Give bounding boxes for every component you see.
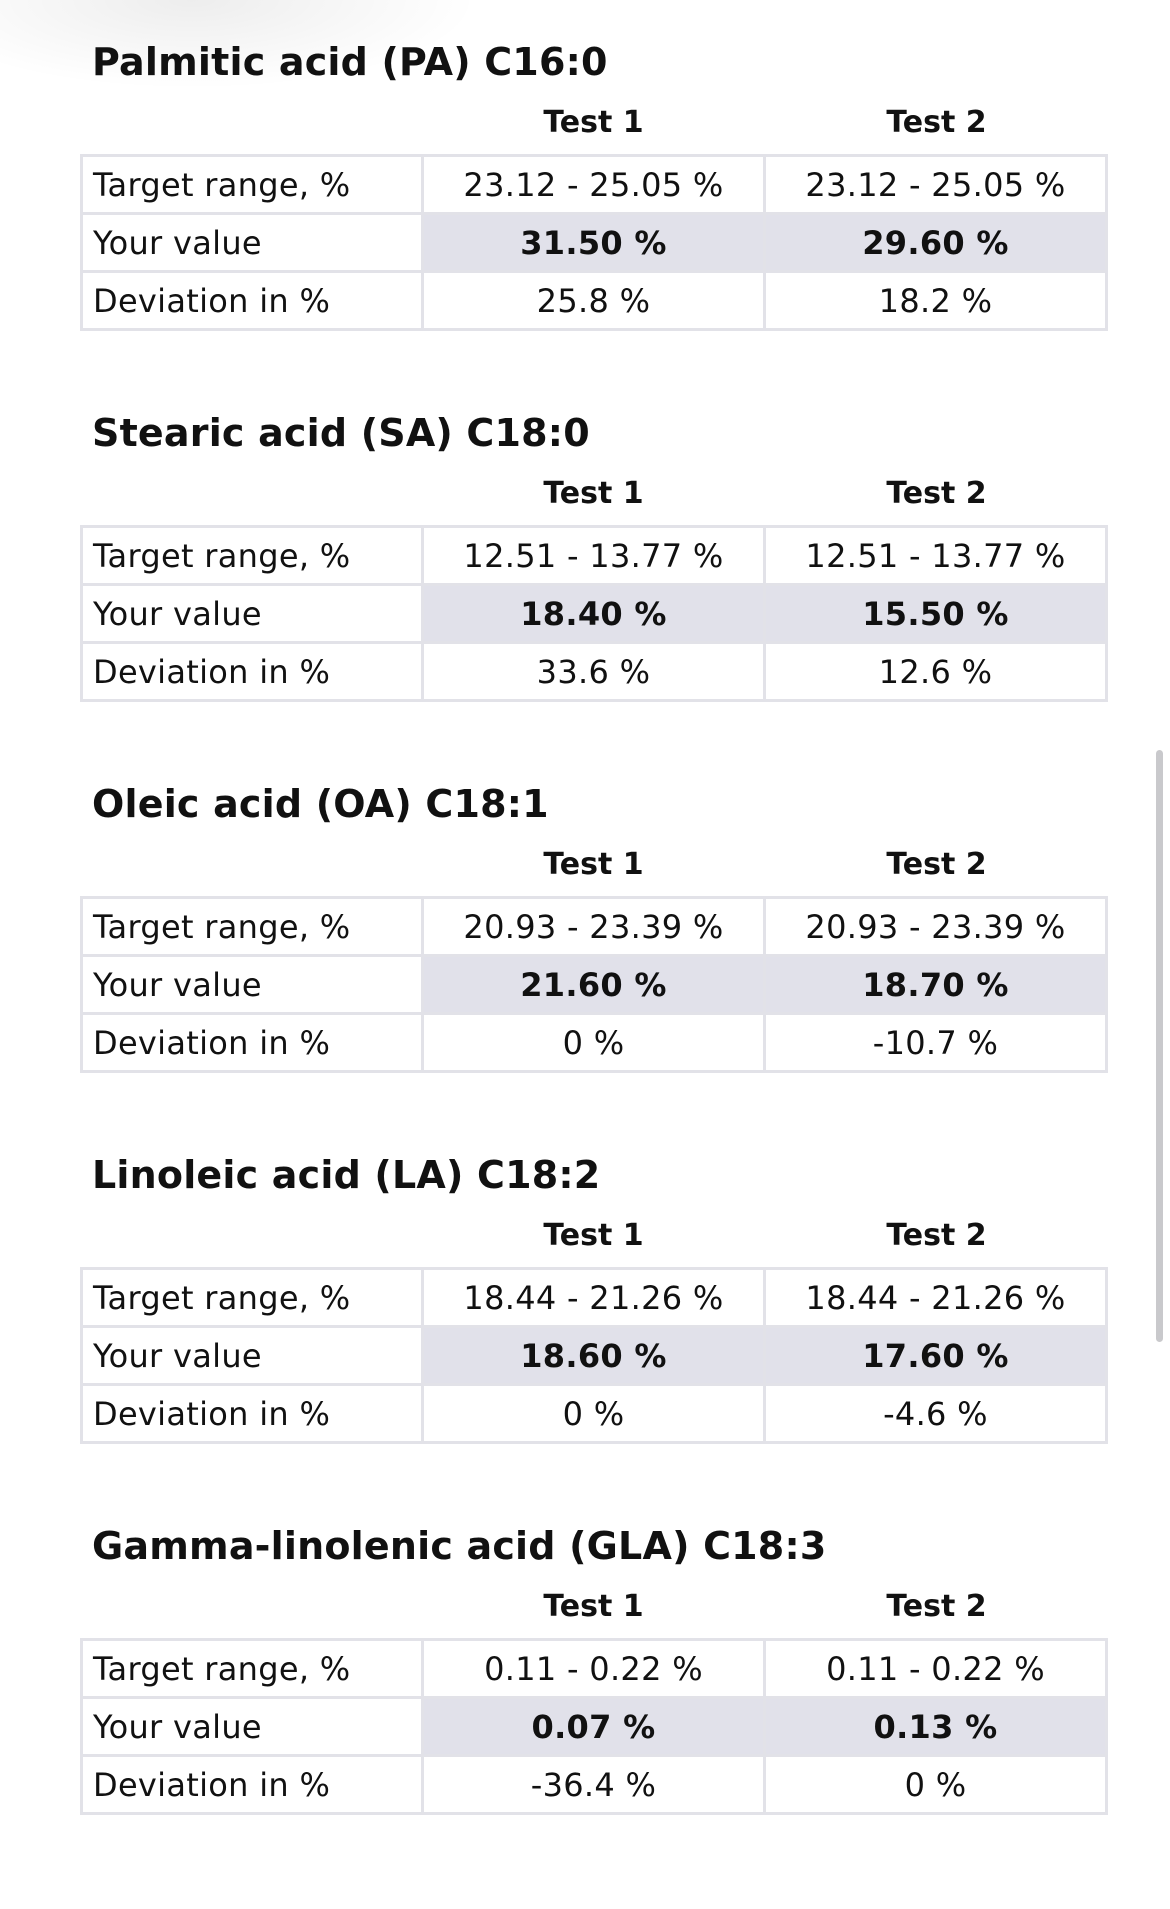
table-row-deviation: Deviation in % 0 % -4.6 % [80,1383,1108,1444]
section-palmitic-acid: Palmitic acid (PA) C16:0 Test 1 Test 2 T… [80,34,1108,405]
column-headers: Test 1 Test 2 [80,832,1108,896]
column-header-test-1: Test 1 [543,1217,644,1253]
deviation-test-2: 12.6 % [763,641,1108,702]
section-title: Gamma-linolenic acid (GLA) C18:3 [92,1524,827,1568]
column-header-test-2: Test 2 [886,475,987,511]
your-value-test-1: 31.50 % [421,212,766,273]
row-label: Target range, % [80,896,424,957]
target-range-test-2: 18.44 - 21.26 % [763,1267,1108,1328]
table-row-deviation: Deviation in % -36.4 % 0 % [80,1754,1108,1815]
column-headers: Test 1 Test 2 [80,90,1108,154]
table-row-your-value: Your value 0.07 % 0.13 % [80,1696,1108,1757]
deviation-test-2: -4.6 % [763,1383,1108,1444]
table-row-target-range: Target range, % 18.44 - 21.26 % 18.44 - … [80,1267,1108,1328]
your-value-test-1: 21.60 % [421,954,766,1015]
table-row-target-range: Target range, % 20.93 - 23.39 % 20.93 - … [80,896,1108,957]
column-header-test-2: Test 2 [886,104,987,140]
row-label: Target range, % [80,154,424,215]
results-table: Target range, % 0.11 - 0.22 % 0.11 - 0.2… [80,1638,1108,1815]
target-range-test-1: 12.51 - 13.77 % [421,525,766,586]
row-label: Your value [80,1325,424,1386]
table-row-your-value: Your value 31.50 % 29.60 % [80,212,1108,273]
table-row-deviation: Deviation in % 25.8 % 18.2 % [80,270,1108,331]
table-row-deviation: Deviation in % 33.6 % 12.6 % [80,641,1108,702]
row-label: Deviation in % [80,270,424,331]
column-headers: Test 1 Test 2 [80,1203,1108,1267]
target-range-test-1: 20.93 - 23.39 % [421,896,766,957]
column-header-test-2: Test 2 [886,1217,987,1253]
section-title: Linoleic acid (LA) C18:2 [92,1153,601,1197]
table-row-your-value: Your value 18.60 % 17.60 % [80,1325,1108,1386]
row-label: Deviation in % [80,641,424,702]
row-label: Target range, % [80,525,424,586]
table-row-deviation: Deviation in % 0 % -10.7 % [80,1012,1108,1073]
deviation-test-1: 0 % [421,1383,766,1444]
section-stearic-acid: Stearic acid (SA) C18:0 Test 1 Test 2 Ta… [80,405,1108,776]
your-value-test-1: 18.60 % [421,1325,766,1386]
table-row-target-range: Target range, % 12.51 - 13.77 % 12.51 - … [80,525,1108,586]
row-label: Target range, % [80,1638,424,1699]
column-header-test-2: Test 2 [886,1588,987,1624]
deviation-test-2: -10.7 % [763,1012,1108,1073]
deviation-test-1: 33.6 % [421,641,766,702]
section-title: Palmitic acid (PA) C16:0 [92,40,608,84]
your-value-test-2: 18.70 % [763,954,1108,1015]
row-label: Deviation in % [80,1383,424,1444]
target-range-test-1: 18.44 - 21.26 % [421,1267,766,1328]
results-table: Target range, % 18.44 - 21.26 % 18.44 - … [80,1267,1108,1444]
target-range-test-1: 23.12 - 25.05 % [421,154,766,215]
row-label: Deviation in % [80,1754,424,1815]
your-value-test-1: 0.07 % [421,1696,766,1757]
your-value-test-2: 29.60 % [763,212,1108,273]
column-header-test-2: Test 2 [886,846,987,882]
target-range-test-2: 12.51 - 13.77 % [763,525,1108,586]
section-title: Stearic acid (SA) C18:0 [92,411,590,455]
deviation-test-1: 0 % [421,1012,766,1073]
section-oleic-acid: Oleic acid (OA) C18:1 Test 1 Test 2 Targ… [80,776,1108,1147]
your-value-test-2: 15.50 % [763,583,1108,644]
table-row-your-value: Your value 18.40 % 15.50 % [80,583,1108,644]
column-header-test-1: Test 1 [543,104,644,140]
deviation-test-2: 0 % [763,1754,1108,1815]
target-range-test-2: 23.12 - 25.05 % [763,154,1108,215]
results-table: Target range, % 20.93 - 23.39 % 20.93 - … [80,896,1108,1073]
section-gamma-linolenic-acid: Gamma-linolenic acid (GLA) C18:3 Test 1 … [80,1518,1108,1889]
vertical-scrollbar[interactable] [1156,750,1163,1342]
row-label: Your value [80,954,424,1015]
row-label: Your value [80,1696,424,1757]
column-headers: Test 1 Test 2 [80,461,1108,525]
deviation-test-1: 25.8 % [421,270,766,331]
results-content: Palmitic acid (PA) C16:0 Test 1 Test 2 T… [80,34,1108,1889]
table-row-target-range: Target range, % 0.11 - 0.22 % 0.11 - 0.2… [80,1638,1108,1699]
target-range-test-2: 0.11 - 0.22 % [763,1638,1108,1699]
row-label: Deviation in % [80,1012,424,1073]
deviation-test-2: 18.2 % [763,270,1108,331]
your-value-test-2: 17.60 % [763,1325,1108,1386]
column-headers: Test 1 Test 2 [80,1574,1108,1638]
column-header-test-1: Test 1 [543,846,644,882]
row-label: Target range, % [80,1267,424,1328]
table-row-target-range: Target range, % 23.12 - 25.05 % 23.12 - … [80,154,1108,215]
section-title: Oleic acid (OA) C18:1 [92,782,549,826]
section-linoleic-acid: Linoleic acid (LA) C18:2 Test 1 Test 2 T… [80,1147,1108,1518]
results-table: Target range, % 12.51 - 13.77 % 12.51 - … [80,525,1108,702]
row-label: Your value [80,583,424,644]
target-range-test-2: 20.93 - 23.39 % [763,896,1108,957]
column-header-test-1: Test 1 [543,1588,644,1624]
deviation-test-1: -36.4 % [421,1754,766,1815]
table-row-your-value: Your value 21.60 % 18.70 % [80,954,1108,1015]
column-header-test-1: Test 1 [543,475,644,511]
results-table: Target range, % 23.12 - 25.05 % 23.12 - … [80,154,1108,331]
your-value-test-2: 0.13 % [763,1696,1108,1757]
target-range-test-1: 0.11 - 0.22 % [421,1638,766,1699]
your-value-test-1: 18.40 % [421,583,766,644]
row-label: Your value [80,212,424,273]
